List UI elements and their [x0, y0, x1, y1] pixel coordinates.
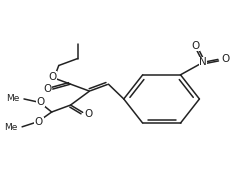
- Text: O: O: [35, 118, 43, 127]
- Text: O: O: [85, 109, 93, 119]
- Text: O: O: [36, 97, 45, 107]
- Text: Me: Me: [5, 123, 18, 132]
- Text: Me: Me: [6, 94, 20, 103]
- Text: O: O: [222, 54, 230, 64]
- Text: O: O: [43, 84, 52, 94]
- Text: O: O: [191, 41, 199, 51]
- Text: O: O: [49, 72, 57, 82]
- Text: N: N: [199, 57, 207, 67]
